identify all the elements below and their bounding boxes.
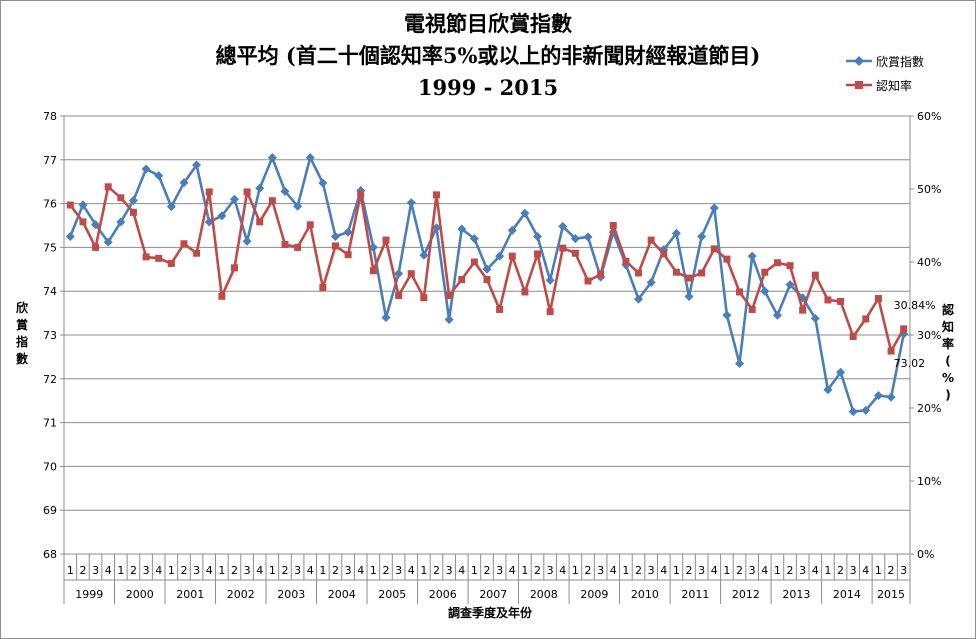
- legend-item-awareness: 認知率: [846, 76, 912, 94]
- legend-square-marker-icon: [846, 81, 872, 89]
- legend: 欣賞指數 認知率: [842, 46, 946, 102]
- x-axis-label: 調查季度及年份: [447, 606, 532, 620]
- y-axis-left-label: 欣賞指數: [15, 301, 28, 366]
- legend-item-index: 欣賞指數: [846, 52, 924, 70]
- legend-diamond-marker-icon: [846, 56, 872, 66]
- legend-label-index: 欣賞指數: [876, 54, 925, 69]
- chart-years-range: 1999 - 2015: [417, 75, 559, 100]
- chart-subtitle: 總平均 (首二十個認知率5%或以上的非新聞財經報道節目): [215, 43, 761, 68]
- legend-label-awareness: 認知率: [876, 78, 913, 93]
- chart-title: 電視節目欣賞指數: [404, 11, 572, 36]
- y-axis-right-label: 認知率(%): [941, 303, 955, 402]
